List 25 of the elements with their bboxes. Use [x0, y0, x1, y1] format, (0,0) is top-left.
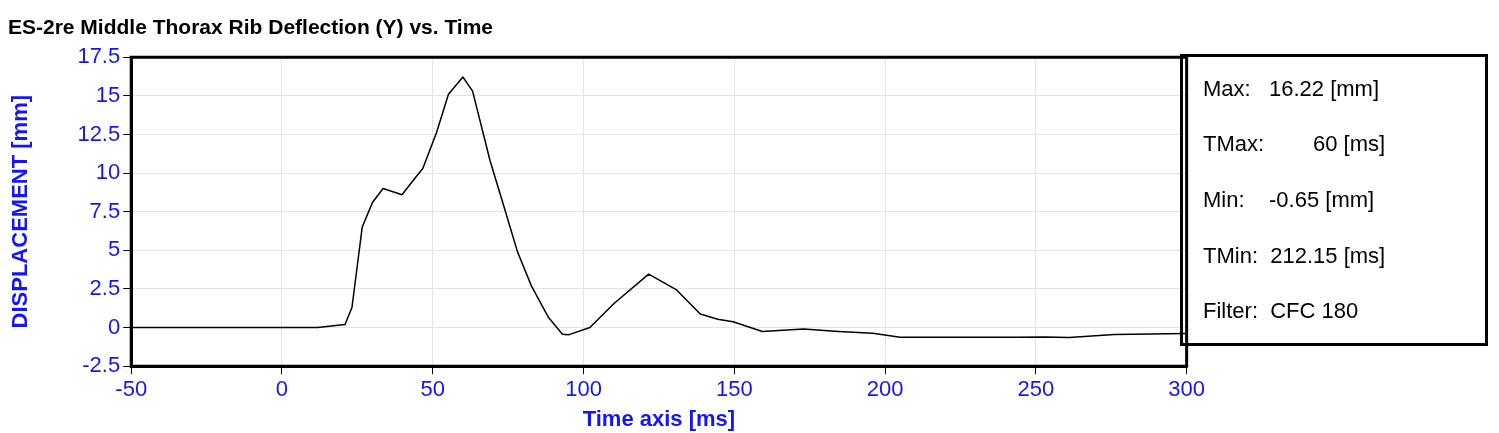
x-tick-label: 150 [715, 376, 753, 402]
y-tick-label: 5 [107, 236, 121, 262]
y-tick-label: 7.5 [89, 197, 121, 223]
x-tick-label: 300 [1168, 376, 1206, 402]
y-axis-title: DISPLACEMENT [mm] [7, 94, 33, 329]
x-tick-label: 250 [1017, 376, 1055, 402]
chart-title: ES-2re Middle Thorax Rib Deflection (Y) vs. Time [8, 15, 494, 39]
text: Filter: CFC 180 [1203, 298, 1360, 325]
x-tick-label: -50 [115, 376, 148, 402]
y-tick-label: 2.5 [89, 275, 121, 301]
y-tick-label: 10 [95, 159, 121, 185]
x-tick-label: 0 [275, 376, 289, 402]
x-tick-label: 100 [565, 376, 602, 402]
x-tick-label: 50 [420, 376, 446, 402]
y-tick-label: 12.5 [77, 120, 121, 146]
y-tick-label: -2.5 [82, 352, 121, 378]
text: TMin: 212.15 [ms] [1203, 242, 1387, 269]
x-axis-title: Time axis [ms] [582, 405, 736, 431]
text: Max: 16.22 [mm] [1203, 75, 1381, 102]
text: Min: -0.65 [mm] [1203, 186, 1376, 213]
x-tick-label: 200 [866, 376, 904, 402]
y-tick-label: 0 [107, 313, 121, 339]
y-tick-label: 15 [95, 81, 121, 107]
text: TMax: 60 [ms] [1203, 131, 1387, 158]
y-tick-label: 17.5 [77, 43, 121, 69]
